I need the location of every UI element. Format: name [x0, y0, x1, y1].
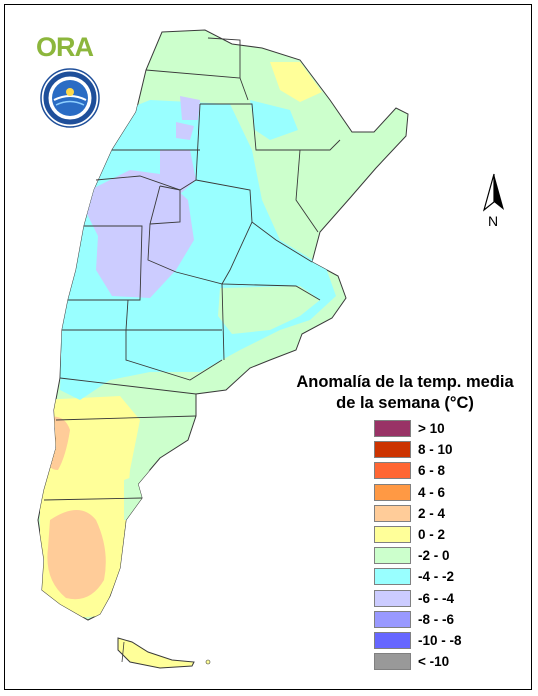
legend-item: 4 - 6	[374, 482, 462, 503]
legend-label: < -10	[418, 654, 450, 670]
legend-swatch	[374, 526, 411, 544]
zone-lavender-small	[176, 122, 194, 140]
border-6	[95, 175, 181, 225]
legend-item: < -10	[374, 651, 462, 672]
legend-item: 2 - 4	[374, 503, 462, 524]
border-7	[147, 185, 177, 273]
legend-item: -8 - -6	[374, 609, 462, 630]
border-18	[295, 149, 319, 233]
legend-item: -6 - -4	[374, 588, 462, 609]
legend-label: -2 - 0	[418, 548, 450, 564]
legend-title: Anomalía de la temp. media de la semana …	[292, 372, 518, 414]
zone-lavender-north	[180, 96, 200, 120]
legend-swatch	[374, 504, 411, 522]
border-3	[200, 103, 341, 151]
legend-title-line1: Anomalía de la temp. media	[296, 373, 514, 391]
border-16	[55, 415, 197, 421]
legend-label: -10 - -8	[418, 632, 462, 648]
border-11	[175, 271, 225, 361]
legend-item: 8 - 10	[374, 439, 462, 460]
legend-label: > 10	[418, 421, 445, 437]
legend-label: 4 - 6	[418, 484, 446, 500]
border-2	[207, 37, 241, 78]
legend-item: 6 - 8	[374, 460, 462, 481]
legend-swatch	[374, 589, 411, 607]
ora-logo: ORA	[36, 32, 94, 63]
border-14	[62, 329, 223, 381]
legend-item: -2 - 0	[374, 545, 462, 566]
zone-lavender-noa	[160, 150, 196, 194]
legend-item: 0 - 2	[374, 524, 462, 545]
legend-label: -4 - -2	[418, 569, 455, 585]
legend-label: -6 - -4	[418, 590, 455, 606]
legend-title-line2: de la semana (°C)	[336, 394, 474, 412]
tierra-del-fuego	[117, 637, 195, 669]
north-arrow-icon	[482, 173, 504, 212]
legend-swatch	[374, 483, 411, 501]
legend-swatch	[374, 462, 411, 480]
border-15	[59, 377, 197, 395]
zone-green-pampa	[218, 286, 320, 334]
border-5	[159, 103, 201, 191]
tierra-del-fuego-border	[121, 641, 125, 663]
legend: > 10 8 - 10 6 - 8 4 - 6 2 - 4 0 - 2 -2 - 0 -4 -…	[374, 418, 462, 672]
legend-swatch	[374, 547, 411, 565]
zone-lavender-cuyo	[86, 170, 194, 298]
zone-cyan-ne	[250, 100, 298, 140]
legend-label: 8 - 10	[418, 442, 453, 458]
smn-seal-icon	[40, 68, 100, 128]
island-dot	[205, 659, 211, 665]
legend-label: 6 - 8	[418, 463, 446, 479]
legend-item: -10 - -8	[374, 630, 462, 651]
legend-swatch	[374, 653, 411, 671]
legend-swatch	[374, 631, 411, 649]
legend-item: > 10	[374, 418, 462, 439]
legend-item: -4 - -2	[374, 566, 462, 587]
legend-label: -8 - -6	[418, 611, 455, 627]
north-label: N	[488, 213, 499, 229]
zone-yellow-north	[270, 62, 322, 102]
legend-swatch	[374, 568, 411, 586]
zone-peach-patagonia	[47, 510, 106, 600]
legend-swatch	[374, 420, 411, 438]
legend-swatch	[374, 441, 411, 459]
legend-label: 2 - 4	[418, 505, 446, 521]
legend-swatch	[374, 610, 411, 628]
ora-logo-text: ORA	[36, 32, 94, 62]
border-10	[84, 225, 143, 301]
border-17	[43, 497, 143, 501]
legend-label: 0 - 2	[418, 527, 446, 543]
